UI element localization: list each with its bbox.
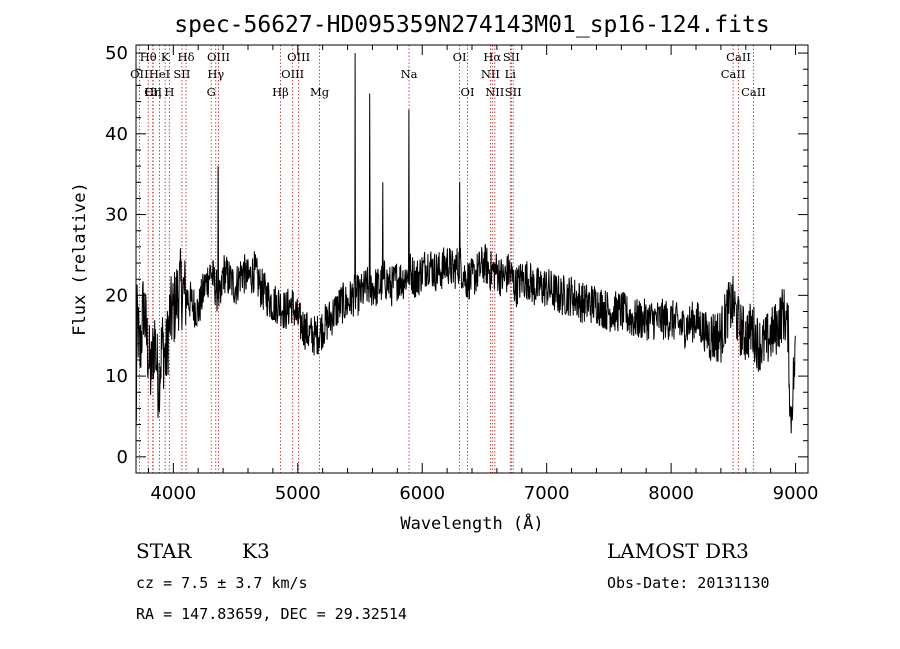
y-tick-label: 0 bbox=[117, 447, 128, 468]
spectral-line-label: SII bbox=[505, 85, 522, 99]
coordinates-text: RA = 147.83659, DEC = 29.32514 bbox=[136, 605, 407, 623]
spectral-line-label: G bbox=[207, 85, 216, 99]
spectral-line-label: CII bbox=[144, 85, 162, 99]
x-tick-label: 4000 bbox=[150, 483, 196, 504]
spectral-line-label: H bbox=[164, 85, 174, 99]
spectrum-series bbox=[135, 53, 796, 434]
spectral-line-label: Hα bbox=[483, 50, 501, 64]
spectral-line-label: CaII bbox=[721, 67, 746, 81]
y-tick-label: 10 bbox=[105, 366, 128, 387]
spectral-line-label: Na bbox=[401, 67, 418, 81]
obs-date-text: Obs-Date: 20131130 bbox=[607, 574, 770, 592]
spectral-line-label: OII bbox=[130, 67, 149, 81]
y-axis-label: Flux (relative) bbox=[70, 182, 90, 336]
x-tick-label: 7000 bbox=[524, 483, 570, 504]
spectral-line-label: Hδ bbox=[178, 50, 195, 64]
y-tick-label: 30 bbox=[105, 205, 128, 226]
spectral-line-label: Hβ bbox=[272, 85, 289, 99]
y-tick-label: 20 bbox=[105, 285, 128, 306]
spectral-line-label: Hθ bbox=[140, 50, 157, 64]
spectral-line-label: OIII bbox=[287, 50, 310, 64]
y-tick-label: 40 bbox=[105, 124, 128, 145]
x-tick-label: 6000 bbox=[399, 483, 445, 504]
spectral-line-label: Li bbox=[505, 67, 517, 81]
spectral-line-label: HeI bbox=[149, 67, 170, 81]
x-tick-label: 5000 bbox=[275, 483, 321, 504]
chart-title: spec-56627-HD095359N274143M01_sp16-124.f… bbox=[174, 12, 769, 38]
velocity-text: cz = 7.5 ± 3.7 km/s bbox=[136, 574, 308, 592]
spectrum-line bbox=[135, 53, 796, 434]
x-axis-label: Wavelength (Å) bbox=[400, 512, 543, 534]
spectral-line-label: OI bbox=[461, 85, 475, 99]
spectral-line-label: OIII bbox=[207, 50, 230, 64]
survey-name: LAMOST DR3 bbox=[607, 539, 749, 563]
x-tick-label: 8000 bbox=[648, 483, 694, 504]
spectral-line-label: CaII bbox=[741, 85, 766, 99]
spectral-line-label: OIII bbox=[281, 67, 304, 81]
object-subclass: K3 bbox=[242, 539, 270, 563]
spectral-line-label: CaII bbox=[726, 50, 751, 64]
y-tick-label: 50 bbox=[105, 43, 128, 64]
object-class: STAR bbox=[136, 539, 192, 563]
x-tick-label: 9000 bbox=[773, 483, 819, 504]
spectral-line-label: SII bbox=[503, 50, 520, 64]
spectral-line-label: NII bbox=[481, 67, 500, 81]
spectral-line-label: Mg bbox=[310, 85, 330, 99]
spectral-line-label: K bbox=[161, 50, 170, 64]
spectral-line-label: OI bbox=[453, 50, 467, 64]
spectral-line-label: NII bbox=[485, 85, 504, 99]
axis-ticks: 4000 5000 6000 7000 8000 9000 0 10 20 30 40 50 bbox=[105, 43, 818, 504]
spectral-line-label: Hγ bbox=[207, 67, 224, 81]
spectral-line-label: SII bbox=[173, 67, 190, 81]
